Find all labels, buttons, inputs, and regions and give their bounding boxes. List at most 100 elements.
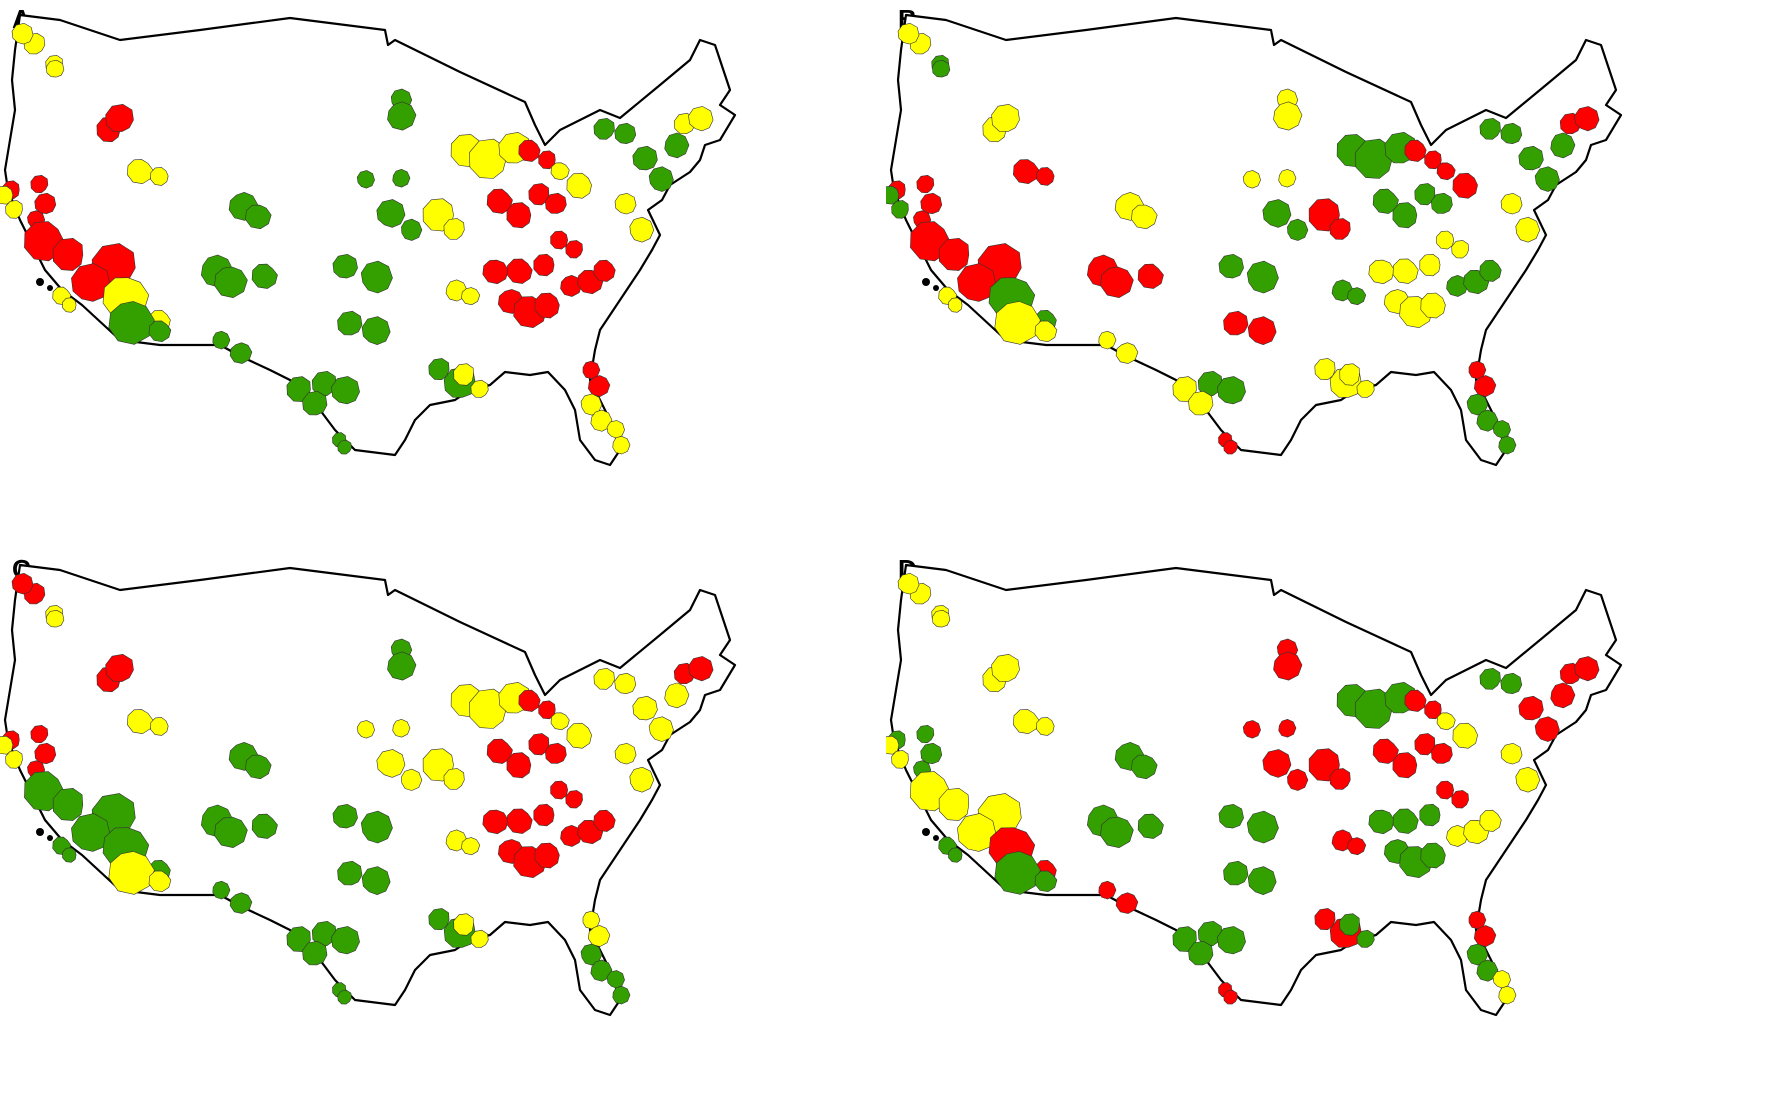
region-dc bbox=[629, 766, 655, 793]
region-kc bbox=[1287, 768, 1309, 791]
us-outline bbox=[3, 563, 737, 1017]
region-boston bbox=[1574, 106, 1600, 132]
region-austin bbox=[311, 920, 337, 947]
region-elpaso bbox=[229, 342, 253, 364]
region-sf bbox=[30, 174, 49, 194]
region-dc bbox=[629, 216, 655, 243]
region-nashville bbox=[1368, 259, 1395, 285]
region-rgv bbox=[337, 989, 352, 1005]
region-tampa bbox=[1476, 959, 1499, 982]
region-abq bbox=[214, 816, 248, 849]
region-boise bbox=[991, 103, 1020, 132]
region-saltlake bbox=[1012, 709, 1040, 735]
region-ohio bbox=[1372, 738, 1399, 764]
region-omaha bbox=[356, 170, 375, 189]
region-carolina bbox=[593, 259, 616, 282]
region-austin bbox=[1217, 926, 1246, 955]
region-buffalo bbox=[1479, 117, 1501, 140]
map-panel-b: B bbox=[886, 0, 1772, 550]
region-elpaso bbox=[1115, 892, 1139, 914]
region-socal bbox=[957, 813, 997, 852]
region-austin bbox=[1217, 376, 1246, 405]
region-saltlake bbox=[126, 159, 154, 185]
region-portland bbox=[931, 59, 951, 78]
region-buffalo bbox=[1479, 667, 1501, 690]
region-okc bbox=[360, 260, 393, 294]
region-kc bbox=[1287, 218, 1309, 241]
island bbox=[933, 285, 939, 291]
region-okc bbox=[1246, 810, 1279, 844]
region-tucson bbox=[994, 301, 1041, 345]
region-austin bbox=[1197, 920, 1223, 947]
region-kc bbox=[1262, 199, 1292, 228]
region-boston bbox=[688, 656, 714, 682]
region-nashville bbox=[533, 253, 555, 277]
region-carolina bbox=[1479, 259, 1502, 282]
region-dc bbox=[1515, 766, 1541, 793]
region-minneapolis bbox=[387, 101, 417, 131]
region-kc bbox=[1262, 749, 1292, 778]
region-pitt bbox=[1452, 722, 1478, 749]
region-sandiego bbox=[62, 297, 77, 313]
region-sanantonio bbox=[1188, 940, 1214, 966]
island bbox=[47, 285, 53, 291]
region-elpaso bbox=[212, 880, 231, 900]
region-miami bbox=[612, 985, 631, 1005]
region-stlouis bbox=[1329, 218, 1351, 240]
region-sf bbox=[916, 724, 935, 744]
region-ny bbox=[1550, 682, 1576, 709]
region-sf bbox=[30, 724, 49, 744]
region-detroit bbox=[518, 139, 541, 162]
us-outline bbox=[889, 13, 1623, 467]
region-atlanta bbox=[1420, 842, 1446, 869]
region-tucson bbox=[994, 851, 1041, 895]
island bbox=[922, 278, 930, 286]
region-seattle bbox=[11, 22, 34, 45]
region-stlouis bbox=[1329, 768, 1351, 790]
region-nashville bbox=[482, 809, 509, 835]
region-buffalo bbox=[1500, 672, 1523, 695]
region-okc bbox=[332, 253, 358, 279]
region-omaha bbox=[356, 720, 375, 739]
us-map bbox=[886, 563, 1623, 1017]
region-jacksonville bbox=[587, 375, 611, 397]
region-dallas bbox=[1223, 310, 1249, 336]
region-dc bbox=[1500, 742, 1523, 765]
region-sandiego bbox=[948, 297, 963, 313]
region-dallas bbox=[361, 866, 391, 896]
region-neworleans bbox=[1339, 913, 1360, 936]
region-portland bbox=[931, 609, 951, 628]
region-abq bbox=[251, 813, 278, 839]
region-carolina bbox=[1446, 274, 1469, 297]
region-abq bbox=[1137, 263, 1164, 289]
region-boise bbox=[105, 103, 134, 132]
region-okc bbox=[360, 810, 393, 844]
region-portland bbox=[45, 59, 65, 78]
region-sf bbox=[34, 192, 57, 215]
region-saltlake bbox=[1012, 159, 1040, 185]
region-abq bbox=[1100, 266, 1134, 299]
island bbox=[922, 828, 930, 836]
region-tucson bbox=[1034, 870, 1058, 893]
region-seattle bbox=[11, 572, 34, 595]
region-austin bbox=[331, 376, 360, 405]
region-memphis bbox=[461, 287, 481, 306]
region-minneapolis bbox=[1273, 651, 1303, 681]
region-socal bbox=[71, 263, 111, 302]
region-denver bbox=[1131, 754, 1158, 780]
region-neworleans bbox=[453, 913, 474, 936]
region-saltlake bbox=[1036, 167, 1055, 186]
region-dc bbox=[614, 742, 637, 765]
region-detroit bbox=[518, 689, 541, 712]
region-tampa bbox=[590, 959, 613, 982]
region-kc bbox=[376, 749, 406, 778]
region-minneapolis bbox=[387, 651, 417, 681]
region-okc bbox=[1246, 260, 1279, 294]
region-boise bbox=[105, 653, 134, 682]
region-bayarea bbox=[5, 750, 23, 769]
region-ohio bbox=[486, 188, 513, 214]
island bbox=[933, 835, 939, 841]
region-carolina bbox=[560, 824, 583, 847]
region-memphis bbox=[461, 837, 481, 856]
region-sf bbox=[34, 742, 57, 765]
